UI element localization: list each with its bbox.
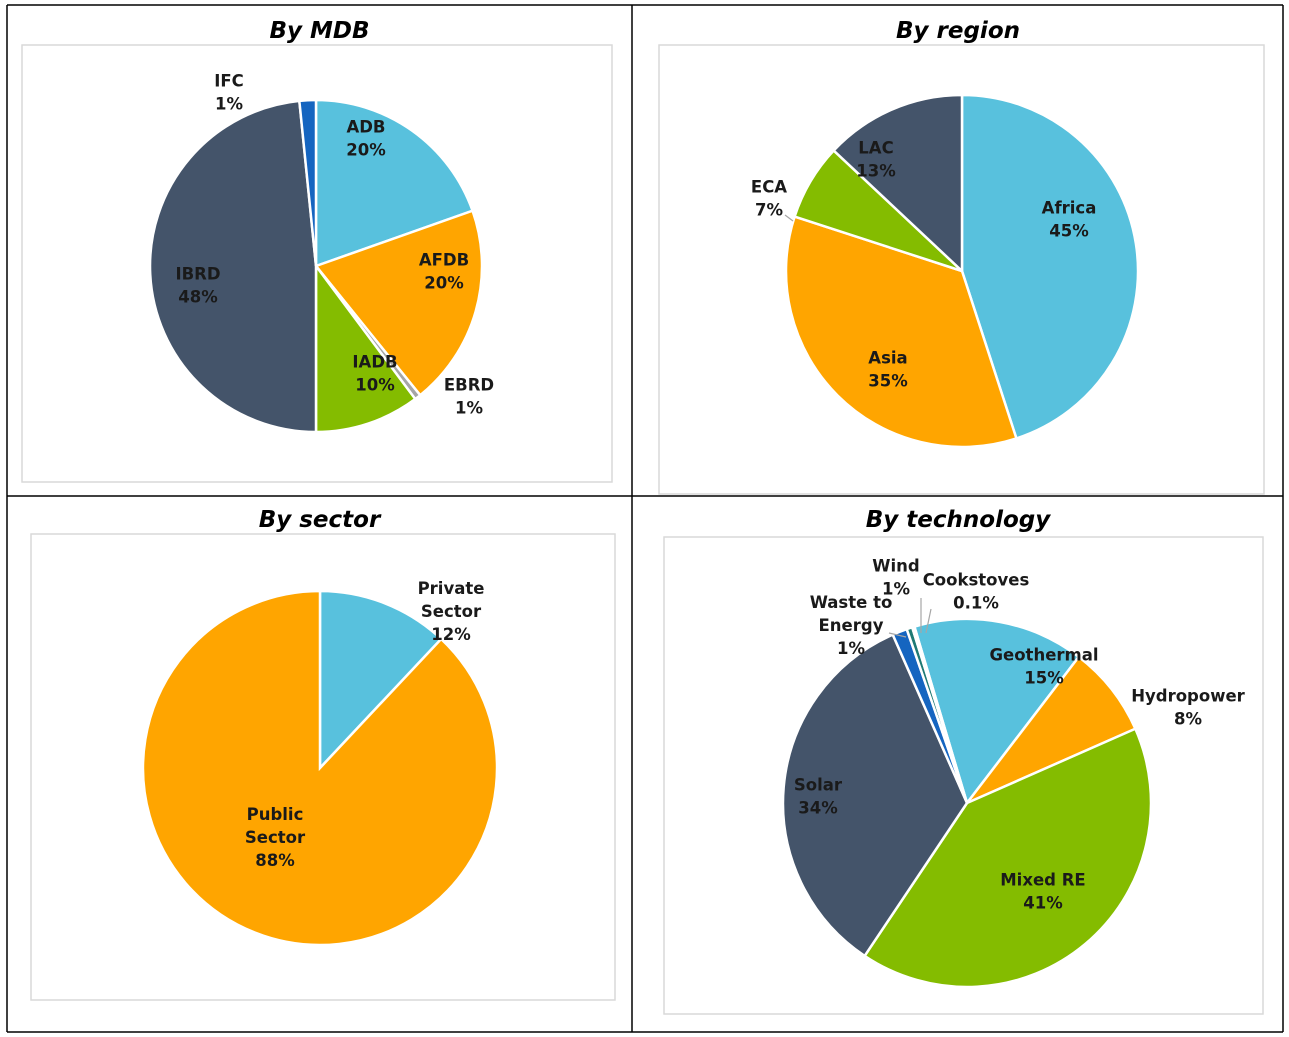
pie-slice-ifc <box>297 98 318 267</box>
data-label-asia: Asia 35% <box>868 348 908 390</box>
title-by-technology: By technology <box>865 507 1051 533</box>
data-label-solar: Solar 34% <box>794 775 843 817</box>
data-label-geothermal: Geothermal 15% <box>989 645 1098 687</box>
data-label-eca: ECA 7% <box>751 177 787 219</box>
pie-slice-cookstoves <box>910 625 969 804</box>
pie-slice-private-sector <box>318 589 443 772</box>
data-label-lac: LAC 13% <box>856 138 896 180</box>
pie-slice-afdb <box>313 209 484 397</box>
pie-slice-asia <box>784 215 1018 449</box>
data-label-africa: Africa 45% <box>1042 198 1097 240</box>
leader-line-waste-to-energy <box>888 632 907 638</box>
data-label-ebrd: EBRD 1% <box>444 375 494 417</box>
chart-area-border <box>658 44 1265 495</box>
chart-area-border <box>663 536 1264 1015</box>
data-label-wind: Wind 1% <box>872 556 919 598</box>
title-by-region: By region <box>896 18 1020 44</box>
pie-slice-africa <box>960 93 1140 440</box>
data-label-ibrd: IBRD 48% <box>175 264 220 306</box>
data-label-cookstoves: Cookstoves 0.1% <box>923 570 1030 612</box>
chart-area-border <box>21 44 613 483</box>
data-label-hydropower: Hydropower 8% <box>1131 686 1245 728</box>
data-label-mixed-re: Mixed RE 41% <box>1000 870 1085 912</box>
data-label-iadb: IADB 10% <box>352 352 397 394</box>
title-by-mdb: By MDB <box>269 18 370 44</box>
leader-line-eca <box>784 214 794 222</box>
data-label-private-sector: Private Sector 12% <box>418 579 485 644</box>
pie-slice-ibrd <box>148 99 318 434</box>
data-label-ifc: IFC 1% <box>214 71 244 113</box>
pie-slice-iadb <box>314 262 417 434</box>
title-by-sector: By sector <box>258 507 381 533</box>
pie-slice-mixed-re <box>862 727 1153 989</box>
data-label-waste-to-energy: Waste to Energy 1% <box>810 593 893 658</box>
data-label-public-sector: Public Sector 88% <box>245 805 306 870</box>
leader-line-cookstoves <box>925 608 932 634</box>
pie-slice-solar <box>781 633 969 958</box>
chart-area-border <box>30 533 616 1001</box>
pie-slice-public-sector <box>141 589 499 947</box>
data-label-afdb: AFDB 20% <box>419 250 469 292</box>
pie-slice-lac <box>831 93 964 274</box>
pie-slice-hydropower <box>966 655 1137 805</box>
data-label-adb: ADB 20% <box>346 117 386 159</box>
